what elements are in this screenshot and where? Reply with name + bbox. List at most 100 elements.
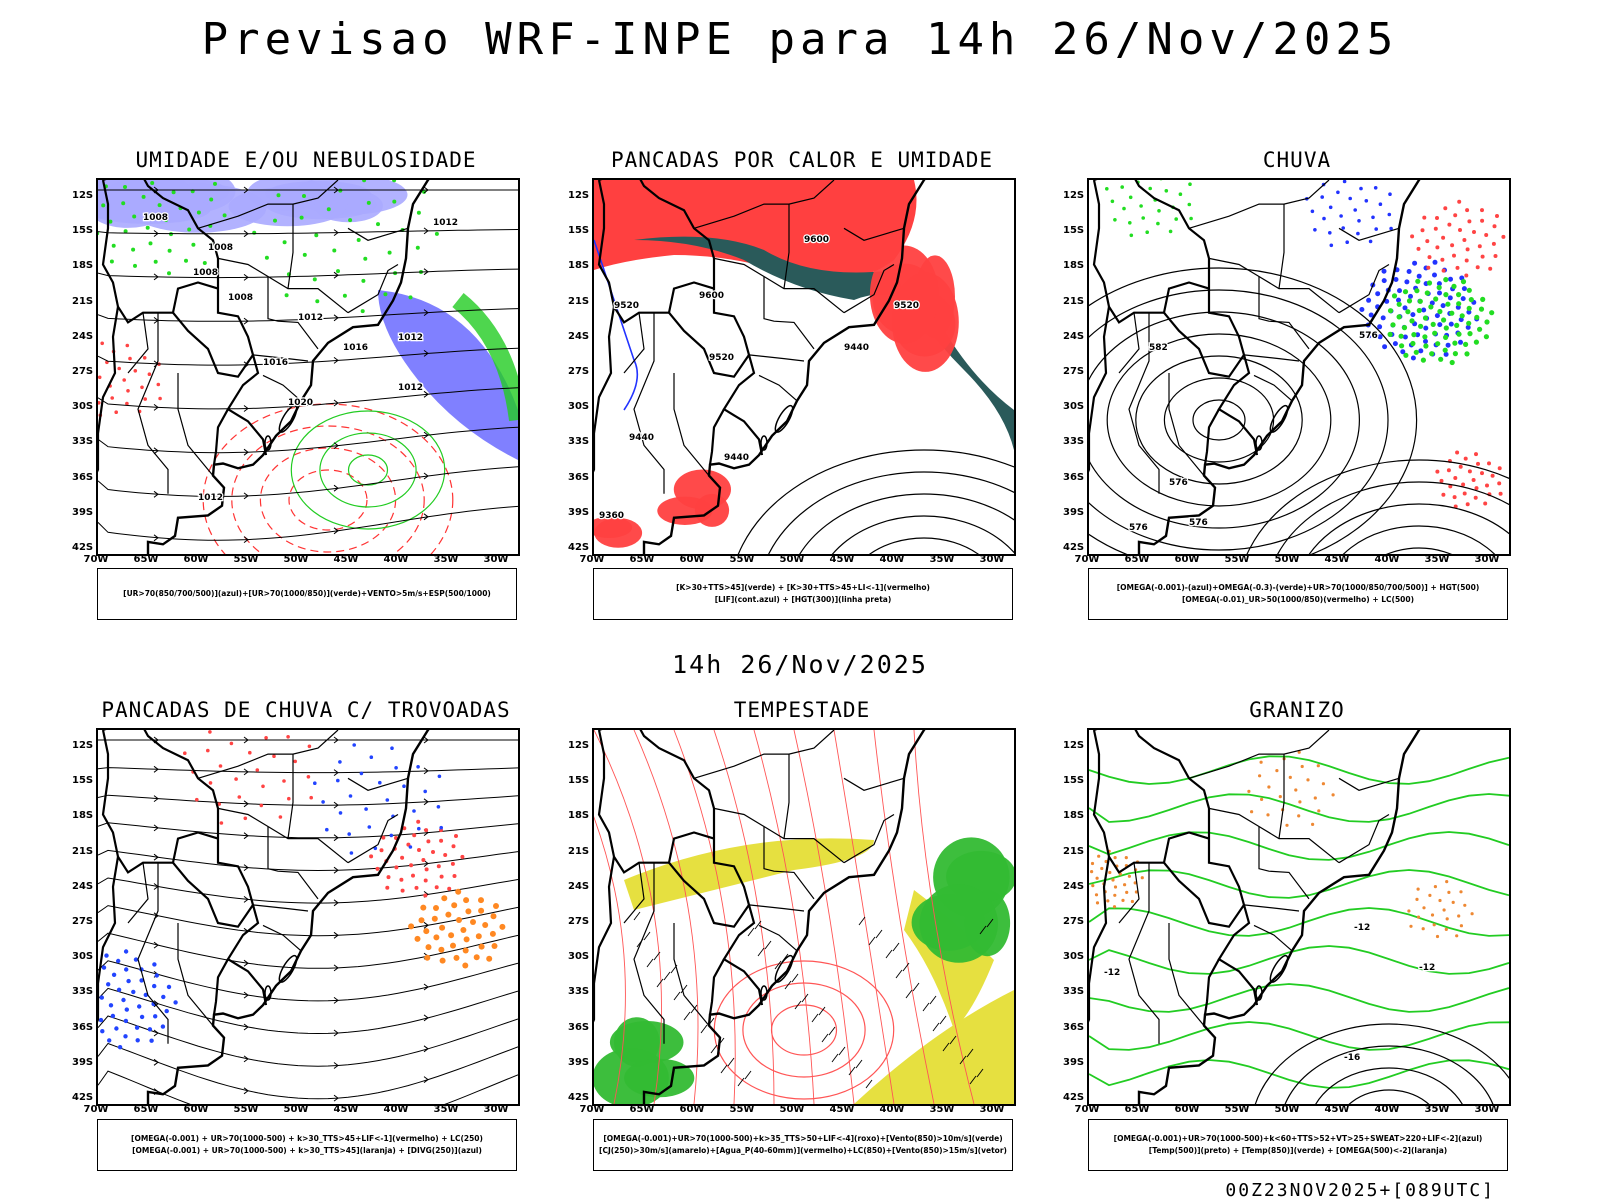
legend-line: [CJ(250)>30m/s](amarelo)+[Agua_P(40-60mm… [594, 1145, 1012, 1157]
longitude-tick-label: 35W [927, 1104, 957, 1115]
longitude-tick-label: 35W [1422, 1104, 1452, 1115]
longitude-tick-label: 70W [577, 554, 607, 565]
longitude-tick-label: 60W [181, 554, 211, 565]
latitude-tick-label: 42S [568, 1092, 588, 1103]
latitude-tick-label: 21S [1063, 846, 1083, 857]
longitude-tick-label: 45W [331, 1104, 361, 1115]
longitude-tick-label: 65W [627, 554, 657, 565]
latitude-tick-label: 36S [1063, 1022, 1083, 1033]
panel-title: GRANIZO [1077, 698, 1517, 722]
longitude-tick-label: 40W [877, 554, 907, 565]
panel-legend: [OMEGA(-0.001)-(azul)+OMEGA(-0.3)-(verde… [1088, 568, 1508, 620]
panel-title: PANCADAS DE CHUVA C/ TROVOADAS [86, 698, 526, 722]
contour-label: 1012 [298, 313, 323, 323]
contour-label: 1008 [208, 243, 233, 253]
latitude-tick-label: 27S [72, 916, 92, 927]
longitude-tick-label: 55W [1222, 554, 1252, 565]
contour-label: 1012 [433, 218, 458, 228]
latitude-tick-label: 27S [1063, 916, 1083, 927]
latitude-tick-label: 39S [1063, 1057, 1083, 1068]
longitude-tick-label: 30W [1472, 1104, 1502, 1115]
model-run-label: 00Z23NOV2025+[089UTC] [1225, 1180, 1495, 1201]
latitude-tick-label: 24S [568, 881, 588, 892]
longitude-tick-label: 40W [877, 1104, 907, 1115]
forecast-map: -12-12-12-16 [1087, 728, 1511, 1106]
latitude-tick-label: 42S [1063, 1092, 1083, 1103]
latitude-tick-label: 15S [1063, 775, 1083, 786]
panel-title: CHUVA [1077, 148, 1517, 172]
latitude-tick-label: 18S [1063, 810, 1083, 821]
latitude-tick-label: 39S [72, 1057, 92, 1068]
latitude-tick-label: 39S [568, 1057, 588, 1068]
contour-label: 9440 [844, 343, 869, 353]
legend-line: [LIF](cont.azul) + [HGT(300)](linha pret… [594, 594, 1012, 606]
longitude-tick-label: 65W [1122, 1104, 1152, 1115]
contour-label: 1012 [398, 383, 423, 393]
longitude-tick-label: 50W [281, 554, 311, 565]
longitude-tick-label: 55W [231, 1104, 261, 1115]
latitude-tick-label: 27S [568, 916, 588, 927]
longitude-tick-label: 35W [431, 1104, 461, 1115]
contour-label: 9600 [804, 235, 829, 245]
longitude-tick-label: 35W [431, 554, 461, 565]
longitude-tick-label: 30W [977, 1104, 1007, 1115]
latitude-tick-label: 42S [72, 1092, 92, 1103]
contour-label: 1020 [288, 398, 313, 408]
longitude-tick-label: 60W [1172, 1104, 1202, 1115]
legend-line: [OMEGA(-0.001) + UR>70(1000-500) + k>30_… [98, 1133, 516, 1145]
contour-label: 9360 [599, 511, 624, 521]
contour-label: 576 [1169, 478, 1188, 488]
panel-legend: [K>30+TTS>45](verde) + [K>30+TTS>45+LI<-… [593, 568, 1013, 620]
latitude-tick-label: 24S [72, 331, 92, 342]
panel-legend: [OMEGA(-0.001) + UR>70(1000-500) + k>30_… [97, 1119, 517, 1171]
valid-time-subtitle: 14h 26/Nov/2025 [0, 650, 1600, 679]
latitude-tick-label: 24S [1063, 881, 1083, 892]
longitude-tick-label: 70W [1072, 554, 1102, 565]
contour-label: -12 [1104, 968, 1120, 978]
longitude-tick-label: 65W [627, 1104, 657, 1115]
latitude-tick-label: 33S [72, 986, 92, 997]
panel-legend: [UR>70(850/700/500)](azul)+[UR>70(1000/8… [97, 568, 517, 620]
latitude-tick-label: 30S [1063, 951, 1083, 962]
legend-line: [Temp(500)](preto) + [Temp(850)](verde) … [1089, 1145, 1507, 1157]
contour-label: 576 [1189, 518, 1208, 528]
latitude-tick-label: 42S [72, 542, 92, 553]
longitude-tick-label: 65W [1122, 554, 1152, 565]
contour-label: 9440 [629, 433, 654, 443]
latitude-tick-label: 21S [72, 296, 92, 307]
panel-legend: [OMEGA(-0.001)+UR>70(1000-500)+k<60+TTS>… [1088, 1119, 1508, 1171]
latitude-tick-label: 12S [1063, 190, 1083, 201]
forecast-map: 582 576 576 576 576 [1087, 178, 1511, 556]
forecast-map [96, 728, 520, 1106]
legend-line: [OMEGA(-0.01)_UR>50(1000/850)(vermelho) … [1089, 594, 1507, 606]
latitude-tick-label: 18S [568, 810, 588, 821]
longitude-tick-label: 70W [577, 1104, 607, 1115]
longitude-tick-label: 70W [1072, 1104, 1102, 1115]
longitude-tick-label: 40W [381, 1104, 411, 1115]
latitude-tick-label: 33S [72, 436, 92, 447]
contour-label: 576 [1129, 523, 1148, 533]
legend-line: [OMEGA(-0.001) + UR>70(1000-500) + k>30_… [98, 1145, 516, 1157]
longitude-tick-label: 60W [1172, 554, 1202, 565]
longitude-tick-label: 50W [281, 1104, 311, 1115]
latitude-tick-label: 36S [568, 472, 588, 483]
legend-line: [OMEGA(-0.001)-(azul)+OMEGA(-0.3)-(verde… [1089, 582, 1507, 594]
contour-label: 576 [1359, 331, 1378, 341]
latitude-tick-label: 27S [72, 366, 92, 377]
latitude-tick-label: 12S [568, 190, 588, 201]
longitude-tick-label: 30W [977, 554, 1007, 565]
legend-line: [OMEGA(-0.001)+UR>70(1000-500)+k<60+TTS>… [1089, 1133, 1507, 1145]
contour-label: 582 [1149, 343, 1168, 353]
longitude-tick-label: 50W [777, 554, 807, 565]
latitude-tick-label: 15S [568, 225, 588, 236]
panel-title: TEMPESTADE [582, 698, 1022, 722]
longitude-tick-label: 70W [81, 554, 111, 565]
longitude-tick-label: 55W [727, 1104, 757, 1115]
longitude-tick-label: 45W [827, 554, 857, 565]
contour-label: -12 [1419, 963, 1435, 973]
longitude-tick-label: 65W [131, 1104, 161, 1115]
longitude-tick-label: 45W [827, 1104, 857, 1115]
latitude-tick-label: 15S [568, 775, 588, 786]
